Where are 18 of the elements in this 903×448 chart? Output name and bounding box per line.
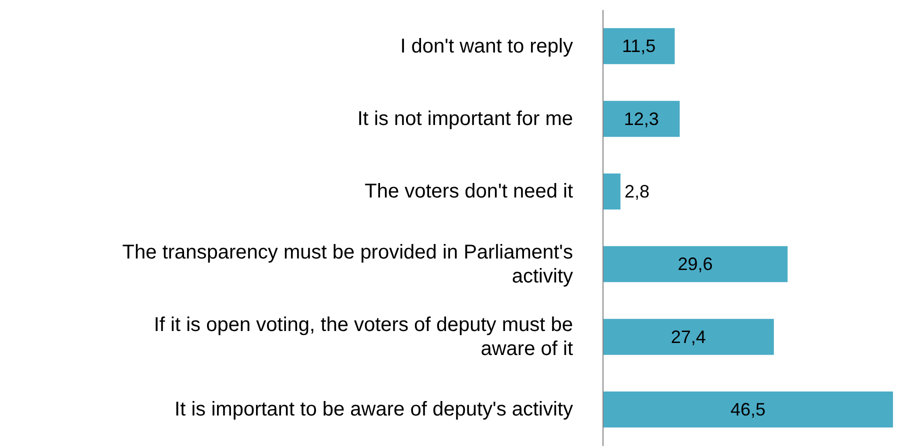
bar [603, 174, 620, 210]
bar [603, 246, 788, 282]
bar [603, 392, 893, 428]
data-label: 2,8 [624, 182, 650, 202]
y-tick-label: It is not important for me [357, 108, 573, 130]
y-tick-label: It is important to be aware of deputy's activity [174, 398, 573, 421]
data-label: 12,3 [624, 108, 659, 129]
data-label: 11,5 [622, 36, 656, 56]
bar [603, 318, 774, 355]
y-tick-label: If it is open voting, the voters of deputy must be aware of it [154, 314, 574, 360]
y-tick-label: I don't want to reply [400, 35, 573, 58]
data-label: 27,4 [670, 326, 706, 347]
bar [603, 28, 675, 64]
data-label: 29,6 [678, 254, 713, 274]
bar [603, 100, 680, 137]
y-tick-label: The transparency must be provided in Parliament's activity [122, 241, 573, 288]
data-label: 46,5 [730, 400, 766, 420]
y-tick-label: The voters don't need it [364, 180, 574, 203]
